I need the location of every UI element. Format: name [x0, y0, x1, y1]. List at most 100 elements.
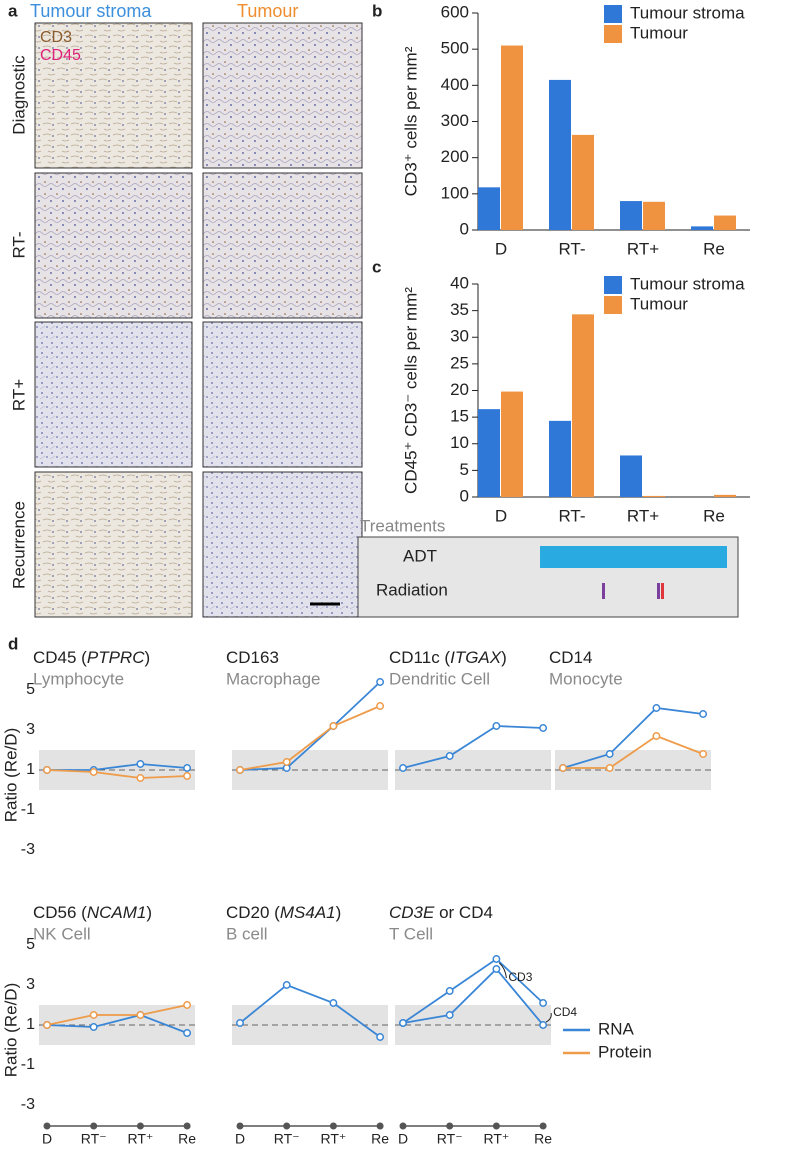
x-tick-label: RT-: [558, 506, 585, 525]
point: [136, 774, 145, 782]
legend-label: Protein: [598, 1042, 652, 1061]
title-part: CD14: [549, 648, 592, 667]
title-part: ): [146, 903, 152, 922]
legend-label: Tumour stroma: [630, 3, 745, 22]
bar: [549, 420, 571, 497]
title-part: MS4A1: [280, 903, 336, 922]
bar: [691, 226, 713, 230]
bar: [643, 201, 665, 230]
bar: [478, 187, 500, 230]
series-line: [47, 763, 188, 771]
annotation-leader: [499, 962, 507, 979]
x-tick-label: D: [495, 506, 507, 525]
x-tick-label: Re: [178, 1131, 196, 1147]
chart-subtitle: Lymphocyte: [33, 669, 124, 688]
micrographs: [34, 22, 363, 618]
y-tick-label: 25: [450, 353, 469, 372]
point: [236, 766, 244, 774]
row-label: RT-: [9, 231, 28, 258]
series-line: [46, 1014, 188, 1034]
y-tick-label: 1: [26, 761, 35, 778]
x-tick-label: Re: [534, 1131, 552, 1147]
title-part: ): [144, 648, 150, 667]
point: [376, 678, 385, 686]
point: [699, 710, 708, 718]
point: [605, 750, 614, 758]
micrograph: [34, 471, 193, 618]
point: [89, 1023, 98, 1031]
y-axis-label: CD3⁺ cells per mm²: [401, 46, 420, 196]
x-tick-label: D: [398, 1131, 408, 1147]
annotation-leader: [545, 1012, 552, 1023]
point: [89, 768, 98, 776]
y-tick-label: -3: [21, 841, 35, 858]
bar: [714, 215, 736, 230]
radiation-mark: [661, 583, 664, 599]
point: [605, 764, 614, 772]
series-line: [239, 681, 381, 771]
y-tick-label: 5: [26, 936, 35, 953]
chart-subtitle: NK Cell: [33, 924, 91, 943]
chart-subtitle: T Cell: [389, 924, 433, 943]
x-tick-label: Re: [371, 1131, 389, 1147]
point: [399, 1019, 407, 1027]
title-part: NCAM1: [87, 903, 147, 922]
point: [43, 766, 51, 774]
series-line: [562, 707, 704, 769]
x-tick: [399, 1122, 407, 1130]
bar: [643, 495, 665, 497]
y-axis-label: Ratio (Re/D): [1, 728, 20, 822]
x-tick: [376, 1122, 384, 1130]
bar: [501, 391, 523, 497]
y-tick-label: 5: [26, 681, 35, 698]
point: [136, 1011, 145, 1019]
title-part: ): [501, 648, 507, 667]
panel-letter: d: [8, 634, 18, 653]
x-tick-label: RT⁻: [81, 1131, 107, 1147]
y-tick-label: 200: [441, 147, 469, 166]
legend-label: RNA: [598, 1019, 635, 1038]
y-tick-label: -1: [21, 801, 35, 818]
chart-title: CD14: [549, 648, 592, 667]
panel-letter: a: [8, 1, 18, 20]
x-tick-label: Re: [703, 239, 725, 258]
radiation-mark: [602, 583, 605, 599]
x-tick: [90, 1122, 98, 1130]
point: [539, 724, 548, 732]
y-tick-label: 5: [460, 460, 469, 479]
y-tick-label: 400: [441, 75, 469, 94]
row-label: Diagnostic: [9, 55, 28, 135]
chart-title: CD163: [226, 648, 279, 667]
title-part: or CD4: [434, 903, 493, 922]
series-line: [402, 967, 544, 1026]
point: [492, 955, 501, 963]
y-tick-label: 1: [26, 1016, 35, 1033]
bar: [478, 409, 500, 497]
x-tick-label: D: [42, 1131, 52, 1147]
x-tick: [136, 1122, 144, 1130]
legend-label: Tumour: [630, 294, 688, 313]
title-part: ITGAX: [450, 648, 502, 667]
adt-bar: [540, 546, 727, 568]
point: [492, 965, 501, 973]
x-tick: [446, 1122, 454, 1130]
title-part: CD20 (: [226, 903, 280, 922]
bar: [620, 201, 642, 230]
y-tick-label: 10: [450, 433, 469, 452]
bar: [572, 314, 594, 497]
column-header: Tumour: [237, 1, 298, 21]
title-part: CD3E: [389, 903, 435, 922]
panel-letter: c: [372, 257, 381, 276]
y-tick-label: 35: [450, 300, 469, 319]
legend-label: Tumour: [630, 23, 688, 42]
point: [445, 987, 454, 995]
series-line: [402, 957, 544, 1024]
point: [699, 750, 708, 758]
panel-letter: b: [372, 1, 382, 20]
point: [282, 981, 291, 989]
x-tick-label: RT+: [627, 239, 659, 258]
x-tick: [539, 1122, 547, 1130]
y-axis-label: CD45⁺ CD3⁻ cells per mm²: [401, 287, 420, 494]
legend-swatch: [604, 276, 622, 294]
